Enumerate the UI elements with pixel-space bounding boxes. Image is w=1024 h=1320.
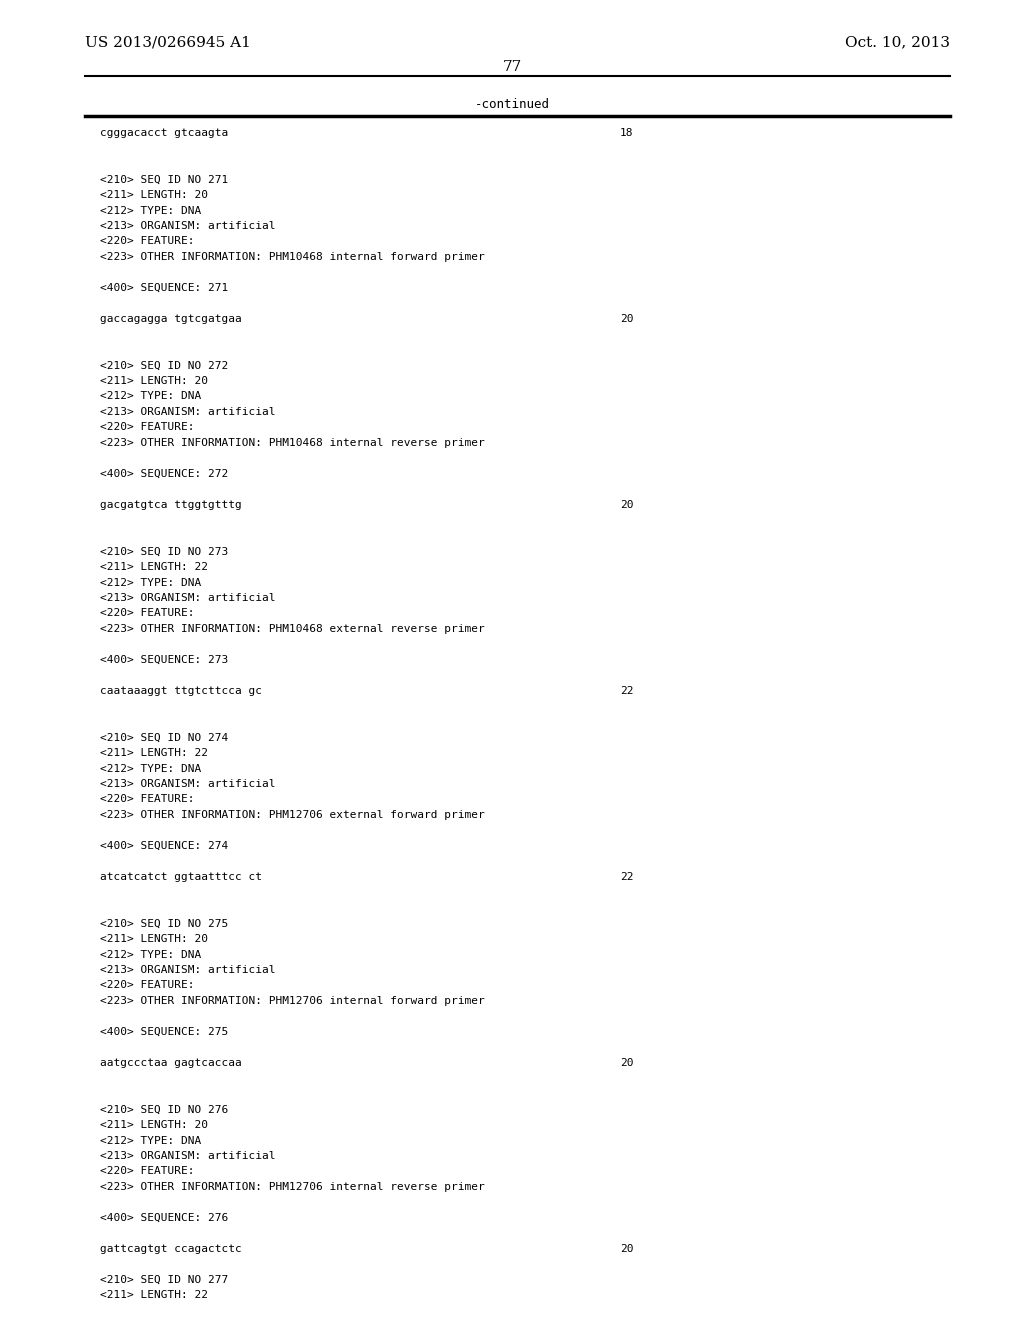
Text: <220> FEATURE:: <220> FEATURE: bbox=[100, 981, 195, 990]
Text: 22: 22 bbox=[620, 873, 634, 882]
Text: <210> SEQ ID NO 275: <210> SEQ ID NO 275 bbox=[100, 919, 228, 928]
Text: -continued: -continued bbox=[474, 98, 550, 111]
Text: atcatcatct ggtaatttcc ct: atcatcatct ggtaatttcc ct bbox=[100, 873, 262, 882]
Text: <211> LENGTH: 20: <211> LENGTH: 20 bbox=[100, 935, 208, 944]
Text: <212> TYPE: DNA: <212> TYPE: DNA bbox=[100, 949, 202, 960]
Text: <400> SEQUENCE: 272: <400> SEQUENCE: 272 bbox=[100, 469, 228, 479]
Text: <213> ORGANISM: artificial: <213> ORGANISM: artificial bbox=[100, 779, 275, 789]
Text: <223> OTHER INFORMATION: PHM12706 external forward primer: <223> OTHER INFORMATION: PHM12706 extern… bbox=[100, 810, 484, 820]
Text: <210> SEQ ID NO 277: <210> SEQ ID NO 277 bbox=[100, 1275, 228, 1284]
Text: <210> SEQ ID NO 272: <210> SEQ ID NO 272 bbox=[100, 360, 228, 371]
Text: <211> LENGTH: 20: <211> LENGTH: 20 bbox=[100, 190, 208, 201]
Text: aatgccctaa gagtcaccaa: aatgccctaa gagtcaccaa bbox=[100, 1059, 242, 1068]
Text: <210> SEQ ID NO 273: <210> SEQ ID NO 273 bbox=[100, 546, 228, 557]
Text: <223> OTHER INFORMATION: PHM10468 external reverse primer: <223> OTHER INFORMATION: PHM10468 extern… bbox=[100, 624, 484, 634]
Text: gacgatgtca ttggtgtttg: gacgatgtca ttggtgtttg bbox=[100, 500, 242, 510]
Text: 77: 77 bbox=[503, 59, 521, 74]
Text: <212> TYPE: DNA: <212> TYPE: DNA bbox=[100, 763, 202, 774]
Text: 20: 20 bbox=[620, 500, 634, 510]
Text: <211> LENGTH: 20: <211> LENGTH: 20 bbox=[100, 1119, 208, 1130]
Text: <210> SEQ ID NO 276: <210> SEQ ID NO 276 bbox=[100, 1105, 228, 1114]
Text: <213> ORGANISM: artificial: <213> ORGANISM: artificial bbox=[100, 407, 275, 417]
Text: 20: 20 bbox=[620, 1059, 634, 1068]
Text: <212> TYPE: DNA: <212> TYPE: DNA bbox=[100, 578, 202, 587]
Text: gaccagagga tgtcgatgaa: gaccagagga tgtcgatgaa bbox=[100, 314, 242, 323]
Text: <223> OTHER INFORMATION: PHM12706 internal reverse primer: <223> OTHER INFORMATION: PHM12706 intern… bbox=[100, 1181, 484, 1192]
Text: <400> SEQUENCE: 271: <400> SEQUENCE: 271 bbox=[100, 282, 228, 293]
Text: <212> TYPE: DNA: <212> TYPE: DNA bbox=[100, 392, 202, 401]
Text: <213> ORGANISM: artificial: <213> ORGANISM: artificial bbox=[100, 593, 275, 603]
Text: <220> FEATURE:: <220> FEATURE: bbox=[100, 795, 195, 804]
Text: <211> LENGTH: 22: <211> LENGTH: 22 bbox=[100, 562, 208, 572]
Text: <210> SEQ ID NO 271: <210> SEQ ID NO 271 bbox=[100, 174, 228, 185]
Text: <213> ORGANISM: artificial: <213> ORGANISM: artificial bbox=[100, 1151, 275, 1162]
Text: gattcagtgt ccagactctc: gattcagtgt ccagactctc bbox=[100, 1243, 242, 1254]
Text: caataaaggt ttgtcttcca gc: caataaaggt ttgtcttcca gc bbox=[100, 686, 262, 696]
Text: <223> OTHER INFORMATION: PHM12706 internal forward primer: <223> OTHER INFORMATION: PHM12706 intern… bbox=[100, 997, 484, 1006]
Text: <211> LENGTH: 20: <211> LENGTH: 20 bbox=[100, 376, 208, 385]
Text: 18: 18 bbox=[620, 128, 634, 139]
Text: cgggacacct gtcaagta: cgggacacct gtcaagta bbox=[100, 128, 228, 139]
Text: <212> TYPE: DNA: <212> TYPE: DNA bbox=[100, 206, 202, 215]
Text: <220> FEATURE:: <220> FEATURE: bbox=[100, 236, 195, 247]
Text: <400> SEQUENCE: 275: <400> SEQUENCE: 275 bbox=[100, 1027, 228, 1038]
Text: 22: 22 bbox=[620, 686, 634, 696]
Text: Oct. 10, 2013: Oct. 10, 2013 bbox=[845, 36, 950, 49]
Text: <220> FEATURE:: <220> FEATURE: bbox=[100, 422, 195, 433]
Text: <400> SEQUENCE: 276: <400> SEQUENCE: 276 bbox=[100, 1213, 228, 1224]
Text: 20: 20 bbox=[620, 314, 634, 323]
Text: <211> LENGTH: 22: <211> LENGTH: 22 bbox=[100, 748, 208, 758]
Text: <223> OTHER INFORMATION: PHM10468 internal reverse primer: <223> OTHER INFORMATION: PHM10468 intern… bbox=[100, 438, 484, 447]
Text: <223> OTHER INFORMATION: PHM10468 internal forward primer: <223> OTHER INFORMATION: PHM10468 intern… bbox=[100, 252, 484, 261]
Text: <400> SEQUENCE: 274: <400> SEQUENCE: 274 bbox=[100, 841, 228, 851]
Text: <213> ORGANISM: artificial: <213> ORGANISM: artificial bbox=[100, 220, 275, 231]
Text: <210> SEQ ID NO 274: <210> SEQ ID NO 274 bbox=[100, 733, 228, 742]
Text: <220> FEATURE:: <220> FEATURE: bbox=[100, 1167, 195, 1176]
Text: US 2013/0266945 A1: US 2013/0266945 A1 bbox=[85, 36, 251, 49]
Text: <400> SEQUENCE: 273: <400> SEQUENCE: 273 bbox=[100, 655, 228, 665]
Text: <211> LENGTH: 22: <211> LENGTH: 22 bbox=[100, 1291, 208, 1300]
Text: <220> FEATURE:: <220> FEATURE: bbox=[100, 609, 195, 619]
Text: <212> TYPE: DNA: <212> TYPE: DNA bbox=[100, 1135, 202, 1146]
Text: <213> ORGANISM: artificial: <213> ORGANISM: artificial bbox=[100, 965, 275, 975]
Text: 20: 20 bbox=[620, 1243, 634, 1254]
